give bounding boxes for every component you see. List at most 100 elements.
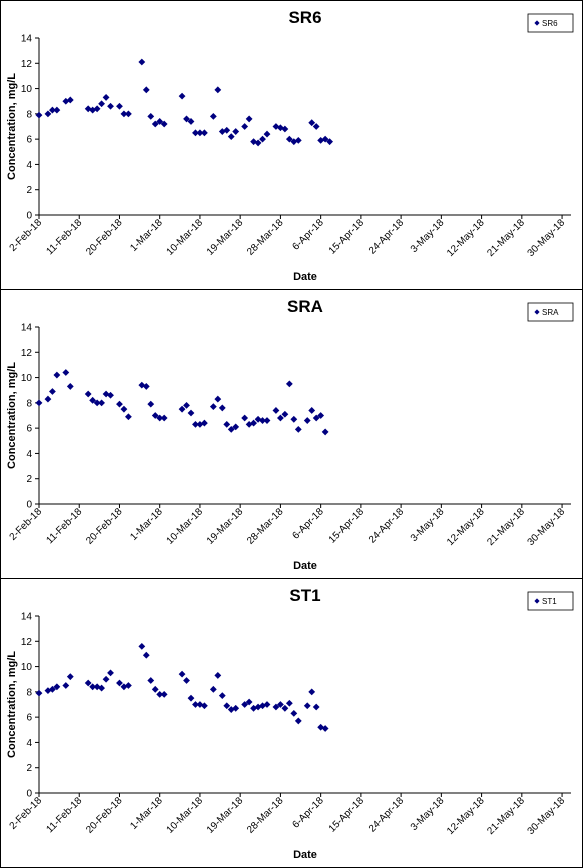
legend: ST1: [527, 591, 574, 611]
data-point: [66, 383, 74, 390]
data-point: [183, 401, 190, 409]
data-point: [241, 123, 249, 130]
data-point: [49, 685, 56, 693]
y-tick-label: 0: [26, 789, 32, 800]
y-tick-label: 4: [26, 738, 32, 749]
data-point: [290, 138, 298, 146]
data-point: [53, 683, 61, 691]
data-point: [218, 692, 226, 700]
data-point: [156, 414, 164, 422]
series-points: [35, 642, 329, 732]
x-tick-label: 10-Mar-18: [165, 506, 206, 547]
chart-title: SRA: [287, 297, 323, 316]
data-point: [272, 703, 280, 711]
x-tick-label: 15-Apr-18: [327, 795, 367, 835]
data-point: [125, 413, 132, 421]
data-point: [142, 651, 150, 659]
data-point: [254, 139, 262, 147]
data-point: [290, 709, 298, 717]
legend-box: [527, 591, 574, 611]
x-tick-label: 20-Feb-18: [84, 506, 125, 547]
data-point: [263, 417, 271, 424]
y-axis-label: Concentration, mg/L: [6, 651, 18, 758]
data-point: [89, 396, 97, 404]
data-point: [285, 699, 293, 707]
data-point: [294, 426, 302, 433]
data-point: [102, 94, 110, 101]
y-axis-label: Concentration, mg/L: [6, 362, 18, 469]
x-tick-label: 15-Apr-18: [327, 506, 367, 546]
data-point: [263, 701, 271, 708]
data-point: [147, 400, 155, 408]
data-point: [98, 684, 105, 692]
y-tick-label: 0: [26, 500, 32, 511]
data-point: [120, 405, 128, 413]
data-point: [232, 423, 240, 431]
data-point: [321, 725, 329, 732]
data-point: [93, 399, 101, 407]
data-point: [214, 395, 222, 403]
data-point: [116, 679, 123, 687]
data-point: [44, 110, 52, 118]
data-point: [49, 106, 56, 114]
data-point: [178, 405, 186, 413]
data-point: [187, 118, 195, 125]
chart-panel-st1: ST1 0 2 4 6 8 10 12 14 2-Feb-18 11-Feb-18 20-Feb-18…: [0, 578, 583, 868]
legend-marker: [534, 309, 540, 315]
y-tick-label: 14: [21, 612, 33, 623]
x-tick-label: 2-Feb-18: [8, 506, 45, 543]
data-point: [227, 133, 235, 141]
x-tick-label: 21-May-18: [485, 217, 527, 259]
x-tick-label: 19-Mar-18: [205, 217, 246, 258]
data-point: [178, 670, 186, 678]
data-point: [89, 683, 97, 691]
y-tick-label: 6: [26, 713, 32, 724]
y-tick-label: 2: [26, 185, 32, 196]
data-point: [84, 390, 92, 398]
x-tick-label: 2-Feb-18: [8, 795, 45, 832]
legend-label: ST1: [542, 597, 557, 606]
data-point: [196, 129, 204, 137]
data-point: [147, 112, 155, 120]
data-point: [201, 702, 208, 710]
data-point: [290, 415, 298, 423]
data-point: [107, 669, 114, 677]
data-point: [281, 704, 289, 712]
data-point: [218, 404, 226, 412]
data-point: [303, 417, 311, 424]
data-point: [308, 407, 316, 414]
data-point: [312, 414, 320, 422]
x-tick-label: 20-Feb-18: [84, 217, 125, 258]
data-point: [317, 412, 325, 419]
data-point: [125, 682, 132, 689]
data-point: [187, 694, 195, 702]
data-point: [98, 100, 105, 108]
data-point: [116, 400, 123, 408]
data-point: [138, 642, 146, 650]
data-point: [187, 409, 195, 417]
x-tick-label: 24-Apr-18: [367, 506, 407, 546]
x-tick-label: 1-Mar-18: [128, 506, 165, 543]
data-point: [93, 105, 101, 113]
data-point: [259, 702, 266, 710]
data-point: [272, 407, 280, 414]
y-tick-label: 6: [26, 424, 32, 435]
data-point: [120, 110, 128, 118]
x-tick-label: 2-Feb-18: [8, 217, 45, 254]
legend-box: [527, 302, 574, 322]
y-tick-label: 14: [21, 34, 33, 45]
legend: SR6: [527, 13, 574, 33]
data-point: [227, 426, 235, 433]
x-tick-label: 28-Mar-18: [245, 217, 286, 258]
data-point: [151, 685, 159, 693]
x-tick-label: 24-Apr-18: [367, 795, 407, 835]
data-point: [160, 120, 168, 128]
data-point: [160, 414, 168, 422]
data-point: [138, 58, 146, 66]
data-point: [147, 677, 155, 684]
x-tick-label: 10-Mar-18: [165, 795, 206, 836]
data-point: [35, 689, 43, 697]
y-tick-label: 12: [21, 637, 33, 648]
data-point: [308, 119, 316, 127]
x-tick-label: 24-Apr-18: [367, 217, 407, 257]
